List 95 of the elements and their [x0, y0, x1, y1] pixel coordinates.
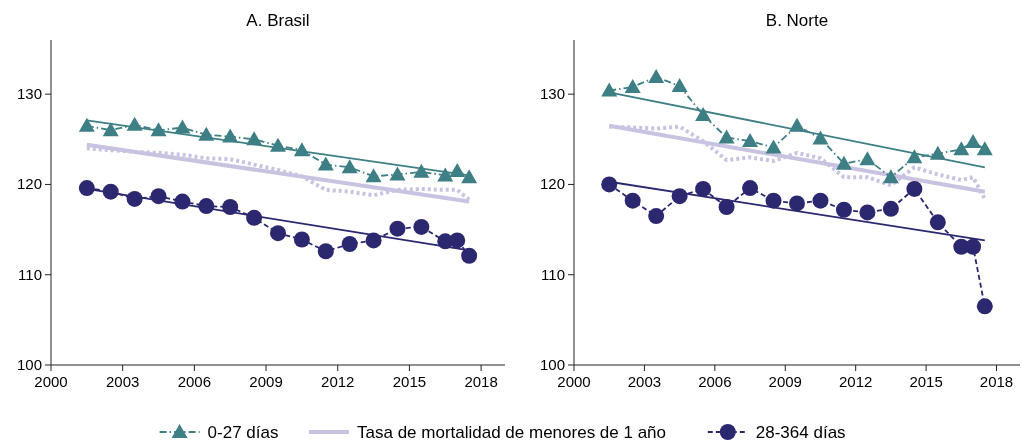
point	[126, 116, 143, 131]
point	[976, 298, 993, 315]
point	[222, 128, 239, 143]
point	[293, 231, 310, 248]
point	[718, 199, 735, 216]
point	[965, 134, 982, 149]
point	[882, 200, 899, 217]
point	[174, 193, 191, 210]
chart-title: B. Norte	[765, 11, 829, 30]
point	[317, 156, 334, 171]
x-tick-label: 2018	[464, 373, 498, 390]
point	[126, 190, 143, 207]
point	[906, 149, 923, 164]
x-tick-label: 2003	[106, 373, 140, 390]
point	[413, 218, 430, 235]
point	[812, 130, 829, 145]
point	[449, 232, 466, 249]
point	[246, 209, 263, 226]
point	[859, 204, 876, 221]
y-tick-label: 120	[16, 175, 42, 193]
point	[765, 192, 782, 209]
x-tick-label: 2006	[177, 373, 212, 390]
y-tick-label: 130	[16, 85, 42, 103]
point	[365, 168, 382, 183]
point	[648, 69, 665, 84]
point	[317, 243, 334, 260]
point	[789, 117, 805, 132]
point	[174, 119, 191, 134]
point	[718, 129, 735, 144]
point	[812, 192, 829, 209]
point	[78, 180, 95, 197]
point	[222, 199, 239, 216]
chart-title: A. Brasil	[246, 11, 310, 30]
y-tick-label: 100	[16, 356, 42, 373]
point	[389, 220, 406, 237]
x-tick-label: 2012	[321, 373, 355, 390]
y-tick-label: 120	[539, 175, 565, 193]
point	[341, 159, 358, 174]
y-tick-label: 130	[539, 85, 565, 103]
legend-label: Tasa de mortalidad de menores de 1 año	[357, 423, 667, 442]
legend-label: 0-27 días	[207, 423, 279, 442]
point	[341, 236, 358, 253]
point	[449, 162, 466, 177]
point	[246, 131, 263, 146]
point	[835, 201, 852, 218]
point	[150, 122, 167, 137]
point	[198, 126, 215, 141]
point	[102, 183, 119, 200]
point	[695, 106, 712, 121]
x-tick-label: 2012	[839, 373, 873, 390]
point	[671, 78, 688, 93]
x-tick-label: 2009	[768, 373, 802, 390]
x-tick-label: 2015	[909, 373, 943, 390]
point	[695, 180, 712, 197]
y-tick-label: 100	[539, 356, 565, 373]
point	[789, 195, 805, 212]
y-tick-label: 110	[18, 265, 42, 283]
point	[601, 176, 618, 193]
point	[102, 122, 119, 137]
point	[671, 188, 688, 205]
x-tick-label: 2018	[979, 373, 1014, 390]
point	[78, 117, 95, 132]
x-tick-label: 2000	[34, 373, 68, 390]
point	[624, 192, 641, 209]
point	[293, 142, 310, 157]
point	[742, 133, 759, 148]
point	[929, 214, 946, 231]
point	[929, 145, 946, 160]
x-tick-label: 2015	[392, 373, 427, 390]
point	[882, 169, 899, 184]
point	[365, 232, 382, 249]
point	[413, 163, 430, 178]
x-tick-label: 2003	[627, 373, 662, 390]
point	[835, 155, 852, 170]
point	[461, 247, 478, 264]
point	[270, 137, 286, 152]
point	[624, 78, 641, 93]
point	[198, 198, 215, 215]
point	[437, 167, 454, 182]
legend-label: 28-364 días	[755, 423, 846, 442]
point	[859, 151, 876, 166]
x-tick-label: 2006	[698, 373, 732, 390]
point	[270, 225, 286, 242]
y-tick-label: 110	[541, 265, 565, 283]
point	[765, 139, 782, 154]
point	[648, 208, 665, 225]
point	[953, 141, 970, 156]
point	[906, 180, 923, 197]
point	[150, 188, 167, 205]
point	[742, 180, 759, 197]
x-tick-label: 2000	[557, 373, 591, 390]
point	[965, 238, 982, 255]
point	[389, 166, 406, 181]
point	[976, 141, 993, 156]
x-tick-label: 2009	[249, 373, 283, 390]
